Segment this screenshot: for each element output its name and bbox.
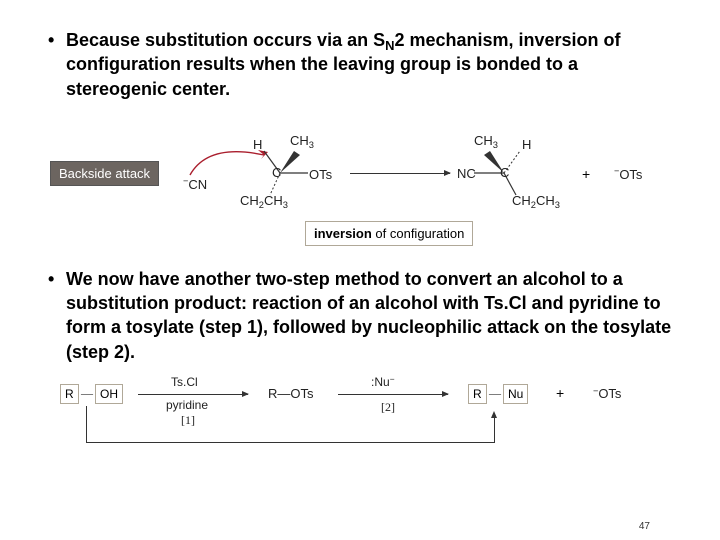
sm-c-label: C <box>272 165 281 180</box>
b: 2 <box>531 200 536 210</box>
diagram-two-step: R — OH Ts.Cl pyridine [1] R—OTs :Nu− [2]… <box>48 370 684 460</box>
inv-bold: inversion <box>314 226 372 241</box>
sm-ch2ch3: CH2CH3 <box>240 193 288 208</box>
ot: OTs <box>598 386 621 401</box>
sm-ch3-a: CH <box>290 133 309 148</box>
box-oh: OH <box>95 384 123 404</box>
b1-sub: N <box>385 38 394 53</box>
a: CH <box>512 193 531 208</box>
prod-c-label: C <box>500 165 509 180</box>
plus-1: + <box>582 166 590 182</box>
c: CH <box>536 193 555 208</box>
b1-pre: Because substitution occurs via an S <box>66 30 385 50</box>
prod-ch3: CH3 <box>474 133 498 148</box>
bullet-dot: • <box>48 28 66 101</box>
box-r-1: R <box>60 384 79 404</box>
bullet-2-text: We now have another two-step method to c… <box>66 267 672 364</box>
bracket-right-v <box>494 418 495 443</box>
arrow-step1-icon <box>138 394 248 395</box>
d: 3 <box>555 200 560 210</box>
prod-ots-anion: −OTs <box>614 167 642 182</box>
bracket-left-v <box>86 406 87 442</box>
b: 2 <box>259 200 264 210</box>
a: CH <box>240 193 259 208</box>
box-nu: Nu <box>503 384 528 404</box>
page-number: 47 <box>639 521 650 532</box>
o: OTs <box>619 167 642 182</box>
dash-2: — <box>489 386 501 401</box>
dash-1: — <box>81 386 93 401</box>
step1-label: [1] <box>181 413 195 428</box>
c: CH <box>264 193 283 208</box>
prod-h: H <box>522 137 531 152</box>
arrow-step2-icon <box>338 394 448 395</box>
a: CH <box>474 133 493 148</box>
badge-inversion: inversion of configuration <box>305 221 473 246</box>
reagent1-top: Ts.Cl <box>171 375 198 389</box>
reaction-arrow-icon <box>350 173 450 174</box>
inv-rest: of configuration <box>372 226 465 241</box>
nu-t: :Nu <box>371 375 390 389</box>
r-ots: R—OTs <box>268 386 314 401</box>
bullet-1: • Because substitution occurs via an SN2… <box>48 28 672 101</box>
box-r-2: R <box>468 384 487 404</box>
badge-backside-attack: Backside attack <box>50 161 159 186</box>
sm-h: H <box>253 137 262 152</box>
prod-ch2ch3: CH2CH3 <box>512 193 560 208</box>
bullet-dot-2: • <box>48 267 66 364</box>
b: 3 <box>493 140 498 150</box>
bracket-arrow-icon <box>491 411 497 418</box>
plus-2: + <box>556 385 564 401</box>
sm-ch3-b: 3 <box>309 140 314 150</box>
sm-ots: OTs <box>309 167 332 182</box>
prod-nc: NC <box>457 166 476 181</box>
reagent2-top: :Nu− <box>371 375 395 389</box>
m: − <box>614 166 619 176</box>
bracket-horiz <box>86 442 494 443</box>
d: 3 <box>283 200 288 210</box>
sm-ch3: CH3 <box>290 133 314 148</box>
ots-anion: −OTs <box>593 386 621 401</box>
bullet-2: • We now have another two-step method to… <box>48 267 672 364</box>
step2-label: [2] <box>381 400 395 415</box>
bullet-1-text: Because substitution occurs via an SN2 m… <box>66 28 672 101</box>
reagent1-bot: pyridine <box>166 398 208 412</box>
diagram-backside-attack: Backside attack −CN C H CH3 OTs CH2CH3 <box>50 119 670 249</box>
